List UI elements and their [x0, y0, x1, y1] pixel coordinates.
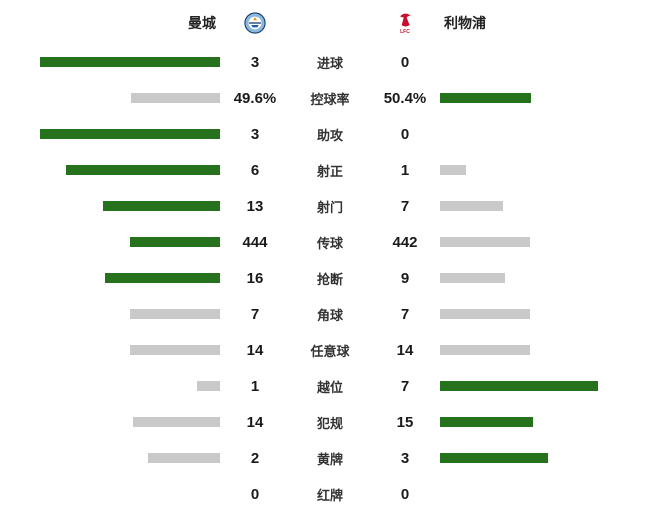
home-stat-bar: [130, 345, 220, 355]
stat-row-tackles: 16 抢断 9: [0, 260, 660, 296]
stat-row-yellow-cards: 2 黄牌 3: [0, 440, 660, 476]
stat-label: 助攻: [316, 127, 343, 143]
home-stat-bar: [103, 201, 220, 211]
stat-label: 犯规: [316, 415, 343, 431]
home-stat-bar: [197, 381, 220, 391]
liverpool-badge-icon: LFC: [370, 11, 440, 35]
stat-label: 抢断: [316, 271, 343, 287]
away-stat-value: 15: [396, 413, 414, 431]
stat-row-possession: 49.6% 控球率 50.4%: [0, 80, 660, 116]
stat-label: 射正: [316, 163, 343, 179]
home-stat-bar: [130, 309, 220, 319]
away-stat-value: 7: [400, 377, 410, 395]
stat-label: 进球: [316, 55, 343, 71]
home-stat-bar: [148, 453, 220, 463]
home-stat-value: 444: [242, 233, 268, 251]
home-stat-bar: [130, 237, 220, 247]
away-stat-bar: [440, 381, 598, 391]
stat-row-passes: 444 传球 442: [0, 224, 660, 260]
stat-label: 任意球: [310, 343, 350, 359]
away-stat-value: 50.4%: [383, 89, 427, 107]
stat-label: 传球: [316, 235, 343, 251]
away-stat-bar: [440, 453, 548, 463]
home-stat-bar: [40, 129, 220, 139]
stat-row-goals: 3 进球 0: [0, 44, 660, 80]
svg-text:LFC: LFC: [400, 29, 410, 35]
stat-label: 越位: [316, 379, 343, 395]
stat-row-assists: 3 助攻 0: [0, 116, 660, 152]
home-stat-bar: [133, 417, 220, 427]
home-stat-value: 0: [250, 485, 260, 503]
away-stat-bar: [440, 165, 466, 175]
home-stat-value: 1: [250, 377, 260, 395]
home-stat-value: 13: [246, 197, 264, 215]
away-stat-value: 442: [392, 233, 418, 251]
away-stat-bar: [440, 417, 533, 427]
stats-header: 曼城 LFC 利物浦: [0, 0, 660, 42]
man-city-badge-icon: [220, 12, 290, 34]
stat-label: 黄牌: [316, 451, 343, 467]
home-stat-value: 6: [250, 161, 260, 179]
home-stat-bar: [40, 57, 220, 67]
stat-label: 射门: [316, 199, 343, 215]
away-stat-bar: [440, 273, 505, 283]
stat-label: 红牌: [316, 487, 343, 503]
stat-row-fouls: 14 犯规 15: [0, 404, 660, 440]
home-stat-value: 2: [250, 449, 260, 467]
home-team-name: 曼城: [188, 15, 216, 31]
home-stat-value: 49.6%: [233, 89, 277, 107]
away-team-name: 利物浦: [444, 15, 486, 31]
stat-row-offsides: 1 越位 7: [0, 368, 660, 404]
stat-label: 控球率: [310, 91, 350, 107]
away-stat-value: 0: [400, 485, 410, 503]
home-stat-bar: [66, 165, 220, 175]
away-stat-bar: [440, 237, 530, 247]
home-stat-value: 3: [250, 125, 260, 143]
away-stat-value: 7: [400, 305, 410, 323]
stat-row-shots-on-target: 6 射正 1: [0, 152, 660, 188]
away-stat-bar: [440, 309, 530, 319]
home-stat-bar: [131, 93, 220, 103]
away-stat-bar: [440, 345, 530, 355]
stat-row-shots: 13 射门 7: [0, 188, 660, 224]
stat-row-corners: 7 角球 7: [0, 296, 660, 332]
away-stat-value: 1: [400, 161, 410, 179]
away-stat-value: 7: [400, 197, 410, 215]
away-stat-value: 0: [400, 53, 410, 71]
home-stat-value: 14: [246, 413, 264, 431]
stats-rows: 3 进球 0 49.6% 控球率 50.4% 3 助攻 0 6 射正 1: [0, 42, 660, 512]
away-stat-bar: [440, 93, 531, 103]
away-stat-value: 3: [400, 449, 410, 467]
home-stat-value: 16: [246, 269, 264, 287]
home-stat-value: 7: [250, 305, 260, 323]
home-stat-value: 3: [250, 53, 260, 71]
away-stat-value: 9: [400, 269, 410, 287]
stat-label: 角球: [316, 307, 343, 323]
home-stat-bar: [105, 273, 220, 283]
stat-row-red-cards: 0 红牌 0: [0, 476, 660, 512]
stat-row-free-kicks: 14 任意球 14: [0, 332, 660, 368]
away-stat-value: 0: [400, 125, 410, 143]
home-stat-value: 14: [246, 341, 264, 359]
away-stat-bar: [440, 201, 503, 211]
away-stat-value: 14: [396, 341, 414, 359]
